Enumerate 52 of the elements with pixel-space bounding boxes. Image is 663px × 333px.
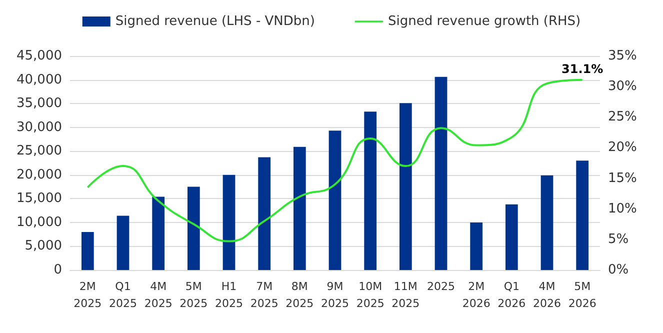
y-tick-label: 30,000 — [16, 120, 62, 135]
x-tick-label: 8M 2025 — [286, 280, 314, 310]
y2-tick-label: 25% — [608, 110, 637, 125]
y-tick-label: 0 — [54, 262, 62, 278]
y2-tick-label: 0% — [608, 262, 629, 278]
x-tick-label: 2M 2026 — [462, 280, 490, 310]
y-tick-label: 40,000 — [16, 72, 62, 88]
data-label: 31.1% — [562, 62, 604, 76]
bar — [470, 222, 483, 270]
y2-tick-label: 5% — [608, 232, 629, 247]
x-tick-label: H1 2025 — [215, 280, 243, 310]
y2-tick-label: 30% — [608, 79, 637, 94]
y-tick-label: 20,000 — [16, 167, 62, 182]
x-tick-label: 10M 2025 — [356, 280, 384, 310]
bar — [222, 174, 236, 270]
bar — [258, 157, 271, 270]
x-tick-label: 4M 2026 — [533, 280, 561, 310]
bar — [152, 196, 165, 270]
x-tick-label: 5M 2025 — [180, 280, 208, 310]
x-tick-label: Q1 2026 — [498, 280, 526, 310]
x-tick-label: 7M 2025 — [250, 280, 278, 310]
bar — [364, 112, 377, 270]
bar — [187, 186, 200, 270]
x-tick-label: 2025 — [427, 280, 455, 293]
x-tick-label: 5M 2026 — [568, 280, 596, 310]
bar — [540, 175, 554, 270]
y-tick-label: 35,000 — [16, 96, 62, 112]
x-tick-label: Q1 2025 — [109, 280, 137, 310]
y-tick-label: 25,000 — [16, 144, 62, 159]
bar — [576, 160, 589, 270]
x-tick-label: 2M 2025 — [74, 280, 102, 310]
legend-label: Signed revenue (LHS - VNDbn) — [115, 14, 315, 29]
bar — [399, 103, 412, 270]
line-series — [86, 78, 584, 242]
y-tick-label: 5,000 — [24, 238, 62, 254]
y2-tick-label: 15% — [608, 170, 637, 186]
bar — [81, 232, 94, 270]
y-tick-label: 10,000 — [16, 214, 62, 230]
y-tick-label: 15,000 — [16, 191, 62, 206]
bar — [293, 146, 306, 270]
legend-label: Signed revenue growth (RHS) — [388, 14, 581, 29]
y-tick-label: 45,000 — [16, 48, 62, 64]
bar — [434, 76, 448, 270]
x-tick-label: 11M 2025 — [392, 280, 420, 310]
y2-tick-label: 35% — [608, 48, 637, 64]
x-tick-label: 9M 2025 — [321, 280, 349, 310]
y2-tick-label: 20% — [608, 140, 637, 156]
bar — [505, 204, 518, 270]
bar — [116, 216, 130, 270]
x-tick-label: 4M 2025 — [144, 280, 172, 310]
bar — [328, 130, 342, 270]
y2-tick-label: 10% — [608, 201, 637, 216]
